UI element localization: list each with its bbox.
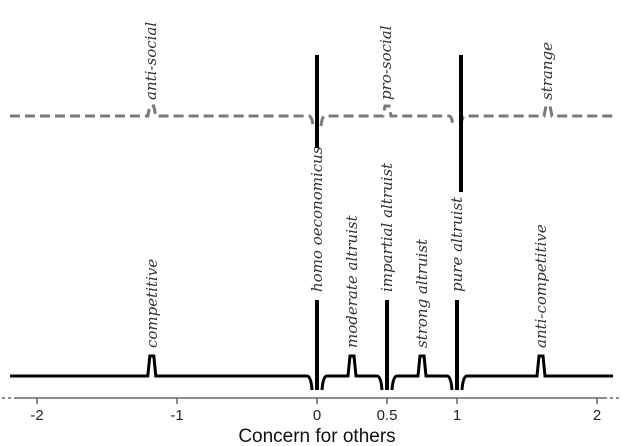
- x-tick-label-4: 1: [453, 407, 461, 424]
- x-tick-label-2: 0: [313, 407, 321, 424]
- top-label-2: strange: [538, 42, 556, 100]
- x-tick-label-5: 2: [593, 407, 601, 424]
- bottom-label-6: anti-competitive: [532, 224, 550, 348]
- bottom-solid-line: [10, 354, 613, 391]
- bottom-label-5: pure altruist: [448, 196, 466, 292]
- x-tick-label-3: 0.5: [377, 407, 398, 424]
- x-axis-title: Concern for others: [238, 426, 395, 446]
- bottom-label-2: moderate altruist: [343, 214, 361, 348]
- bottom-label-1: homo oeconomicus: [308, 146, 326, 292]
- bottom-label-0: competitive: [143, 259, 161, 348]
- x-tick-label-1: -1: [170, 407, 183, 424]
- bottom-label-4: strong altruist: [413, 238, 431, 348]
- bottom-label-3: impartial altruist: [378, 162, 396, 292]
- x-tick-label-0: -2: [30, 407, 43, 424]
- top-dashed-line: [10, 104, 613, 127]
- top-label-0: anti-social: [142, 22, 160, 100]
- top-label-1: pro-social: [377, 25, 395, 100]
